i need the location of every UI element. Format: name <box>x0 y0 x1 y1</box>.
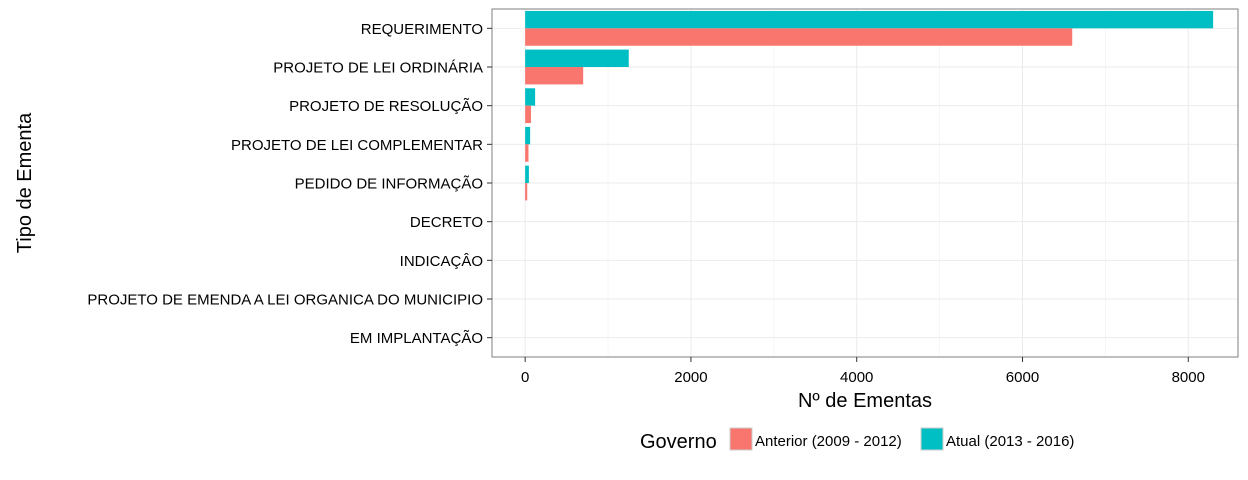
legend-title: Governo <box>640 431 717 453</box>
y-tick-label: EM IMPLANTAÇÃO <box>350 330 483 347</box>
x-tick-label: 6000 <box>1006 369 1039 386</box>
y-tick-label: DECRETO <box>410 214 483 231</box>
y-tick-label: PROJETO DE RESOLUÇÃO <box>289 98 483 115</box>
legend-label: Atual (2013 - 2016) <box>946 433 1074 450</box>
bar <box>525 49 629 67</box>
y-tick-label: REQUERIMENTO <box>361 21 483 38</box>
bar <box>525 10 1214 29</box>
bar <box>525 28 1073 46</box>
x-tick-label: 8000 <box>1172 369 1205 386</box>
legend-key <box>920 427 944 451</box>
y-tick-label: INDICAÇÂO <box>400 253 483 270</box>
bars <box>525 10 1214 201</box>
bar <box>525 144 529 162</box>
bar <box>525 183 528 201</box>
y-tick-label: PROJETO DE LEI COMPLEMENTAR <box>231 137 483 154</box>
y-axis-title: Tipo de Ementa <box>14 112 36 253</box>
y-tick-label: PROJETO DE EMENDA A LEI ORGANICA DO MUNI… <box>87 292 483 309</box>
x-axis-title: Nº de Ementas <box>798 390 932 412</box>
bar <box>525 165 529 183</box>
legend-key <box>729 427 753 451</box>
legend: Governo Anterior (2009 - 2012) Atual (201… <box>640 427 1074 453</box>
legend-label: Anterior (2009 - 2012) <box>755 433 902 450</box>
x-tick-label: 4000 <box>840 369 873 386</box>
bar <box>525 67 584 85</box>
bar <box>525 126 531 145</box>
y-tick-label: PEDIDO DE INFORMAÇÃO <box>295 176 483 193</box>
x-tick-label: 0 <box>521 369 529 386</box>
x-tick-label: 2000 <box>674 369 707 386</box>
bar <box>525 88 536 106</box>
axis-ticks: REQUERIMENTO PROJETO DE LEI ORDINÁRIA PROJ… <box>87 21 1205 386</box>
y-tick-label: PROJETO DE LEI ORDINÁRIA <box>273 60 483 77</box>
bar <box>525 105 531 124</box>
